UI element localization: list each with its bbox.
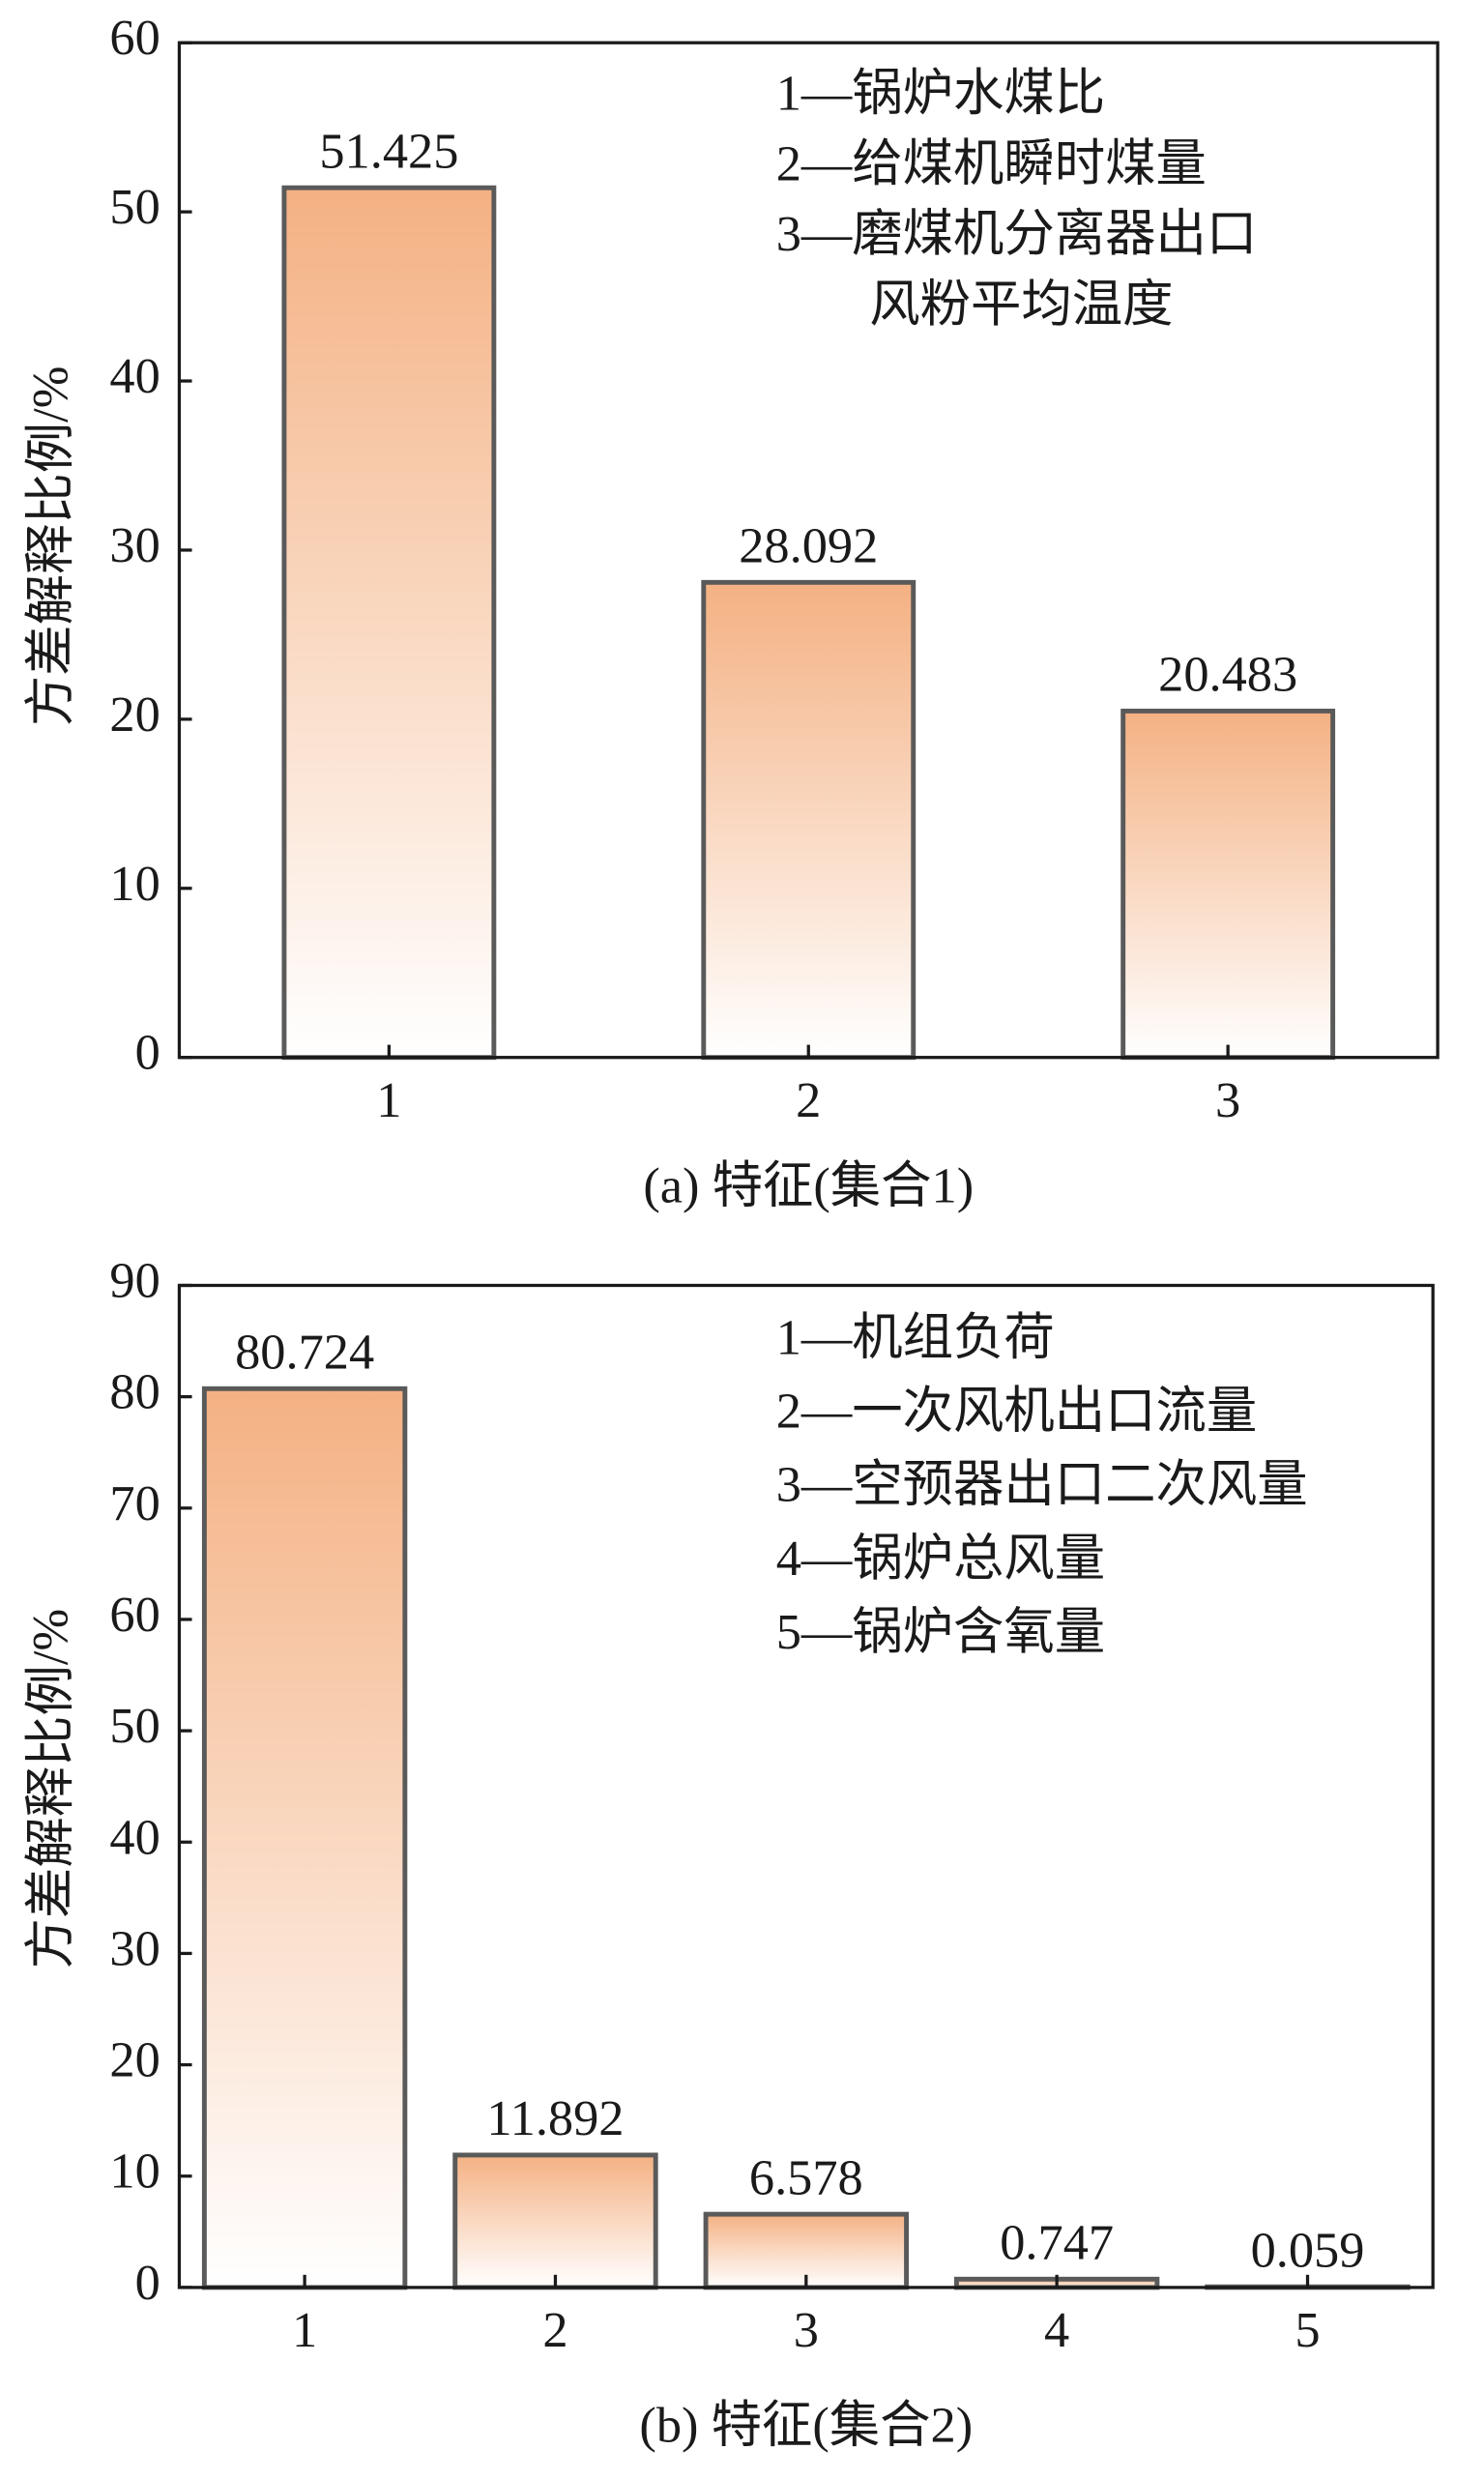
y-tick-label: 70	[109, 1475, 160, 1531]
y-tick-label: 60	[109, 10, 160, 66]
value-label: 11.892	[486, 2090, 624, 2146]
value-label: 28.092	[739, 518, 878, 574]
plot-frame	[177, 41, 1440, 1060]
x-tick-label: 5	[1295, 2302, 1320, 2358]
annotation: 3—磨煤机分离器出口	[776, 206, 1258, 262]
annotation: 2—给煤机瞬时煤量	[776, 135, 1207, 191]
annotation: 5—锅炉含氧量	[776, 1604, 1105, 1660]
bar	[201, 1385, 408, 2290]
annotation: 4—锅炉总风量	[776, 1531, 1105, 1587]
plot-frame	[177, 1283, 1435, 2289]
x-tick-label: 2	[796, 1072, 821, 1128]
y-tick-label: 10	[109, 2144, 160, 2200]
annotation: 1—锅炉水煤比	[776, 66, 1105, 122]
x-axis-label: (a) 特征(集合1)	[643, 1157, 974, 1213]
y-tick-label: 10	[109, 856, 160, 912]
y-tick-label: 20	[109, 2032, 160, 2088]
y-tick-label: 20	[109, 686, 160, 743]
annotation: 3—空预器出口二次风量	[776, 1457, 1308, 1513]
x-tick-label: 3	[794, 2302, 819, 2358]
y-tick-label: 30	[109, 517, 160, 573]
y-tick-label: 40	[109, 348, 160, 404]
x-tick-label: 3	[1215, 1072, 1240, 1128]
value-label: 80.724	[235, 1325, 374, 1381]
value-label: 0.747	[1000, 2215, 1114, 2271]
annotation: 风粉平均温度	[869, 277, 1173, 333]
value-label: 20.483	[1158, 647, 1297, 703]
annotation: 2—一次风机出口流量	[776, 1384, 1258, 1440]
value-label: 51.425	[319, 123, 458, 179]
y-tick-label: 50	[109, 1698, 160, 1754]
x-tick-label: 4	[1044, 2302, 1069, 2358]
x-axis-label: (b) 特征(集合2)	[639, 2397, 973, 2453]
bar	[1120, 708, 1336, 1061]
y-axis-label: 方差解释比例/%	[23, 366, 79, 726]
bar	[281, 185, 497, 1061]
value-label: 6.578	[749, 2149, 863, 2205]
y-tick-label: 0	[135, 2255, 160, 2311]
x-tick-label: 1	[292, 2302, 317, 2358]
annotation: 1—机组负荷	[776, 1309, 1055, 1365]
bar	[452, 2152, 658, 2290]
chart: 51.425128.092220.483301020304050601—锅炉水煤…	[23, 10, 1440, 1213]
y-tick-label: 60	[109, 1587, 160, 1643]
y-tick-label: 80	[109, 1364, 160, 1420]
bar	[701, 579, 917, 1061]
y-tick-label: 40	[109, 1809, 160, 1865]
y-axis-label: 方差解释比例/%	[23, 1609, 79, 1969]
x-tick-label: 2	[542, 2302, 567, 2358]
value-label: 0.059	[1251, 2222, 1365, 2278]
y-tick-label: 0	[135, 1025, 160, 1081]
y-tick-label: 90	[109, 1252, 160, 1308]
y-tick-label: 50	[109, 179, 160, 235]
y-tick-label: 30	[109, 1920, 160, 1976]
chart: 80.724111.89226.57830.74740.059501020304…	[23, 1252, 1435, 2453]
x-tick-label: 1	[376, 1072, 401, 1128]
